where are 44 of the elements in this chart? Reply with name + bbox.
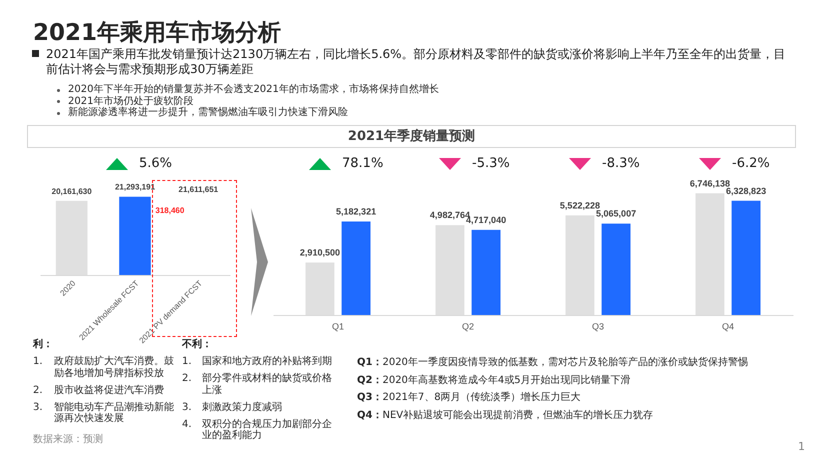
bar <box>602 224 630 315</box>
text: 2021年市场仍处于疲软阶段 <box>68 96 194 106</box>
text: 2. 股市收益将促进汽车消费 <box>33 384 165 396</box>
x-tick-label: Q2 <box>462 322 474 332</box>
text: 1. 国家和地方政府的补贴将到期 <box>182 356 333 368</box>
text: 3. 智能电动车产品潮推动新能源再次快速发展 <box>33 402 175 424</box>
text: 2020年下半年开始的销量复苏并不会透支2021年的市场需求，市场将保持自然增长 <box>68 84 439 96</box>
data-label: 5,182,321 <box>336 206 376 216</box>
text: 4. 双积分的合规压力加剧部分企业的盈利能力 <box>182 418 333 442</box>
data-label: 6,746,138 <box>690 178 730 188</box>
text: 新能源渗透率将进一步提升，需警惕燃油车吸引力快速下滑风险 <box>68 107 348 119</box>
chart-title: 2021年季度销量预测 <box>27 125 796 148</box>
x-tick-label: Q1 <box>332 322 344 332</box>
data-label: 6,328,823 <box>726 186 766 196</box>
text: 5.6% <box>139 156 172 172</box>
bar <box>472 230 500 315</box>
data-label: 2,910,500 <box>300 247 340 258</box>
text: 1 <box>798 440 805 454</box>
x-tick-label: Q4 <box>722 322 734 332</box>
text: 1. 政府鼓励扩大汽车消费。鼓励各地增加号牌指标投放 <box>33 356 175 379</box>
text: 21,611,651 <box>178 184 220 195</box>
data-label: 5,065,007 <box>596 208 636 219</box>
text: Q2：2020年高基数将造成今年4或5月开始出现同比销量下滑 <box>357 374 631 387</box>
bar <box>342 221 370 315</box>
text: Q1：2020年一季度因疫情导致的低基数，需对芯片及轮胎等产品的涨价或缺货保持警惕 <box>357 357 748 369</box>
text: 78.1% <box>342 156 384 172</box>
text: 2021年乘用车市场分析 <box>33 19 282 48</box>
bar <box>732 200 760 315</box>
text: 3. 刺激政策力度减弱 <box>182 402 283 413</box>
text: -6.2% <box>732 156 770 172</box>
text: -8.3% <box>602 156 640 172</box>
data-label: 21,293,191 <box>114 182 156 192</box>
data-label: 20,161,630 <box>52 186 92 196</box>
text: Q3：2021年7、8两月（传统淡季）增长压力巨大 <box>357 392 581 404</box>
text: 不利： <box>182 339 213 351</box>
source-note: 数据来源：预测 <box>33 434 103 446</box>
text: Q4：NEV补贴退坡可能会出现提前消费，但燃油车的增长压力犹存 <box>357 410 654 422</box>
x-tick-label: Q3 <box>592 322 604 332</box>
annotation: 318,460 <box>154 206 184 216</box>
text: 2021年国产乘用车批发销量预计达2130万辆左右，同比增长5.6%。部分原材料及零部件的缺货或涨价将影响上半年乃至全年的出货量，目前估计将会与需求预期形成30万辆差距 <box>46 46 786 76</box>
text: -5.3% <box>472 156 510 172</box>
text: 利： <box>33 339 53 350</box>
data-label: 5,522,228 <box>560 200 600 210</box>
text: 2. 部分零件或材料的缺货或价格上涨 <box>182 373 333 396</box>
